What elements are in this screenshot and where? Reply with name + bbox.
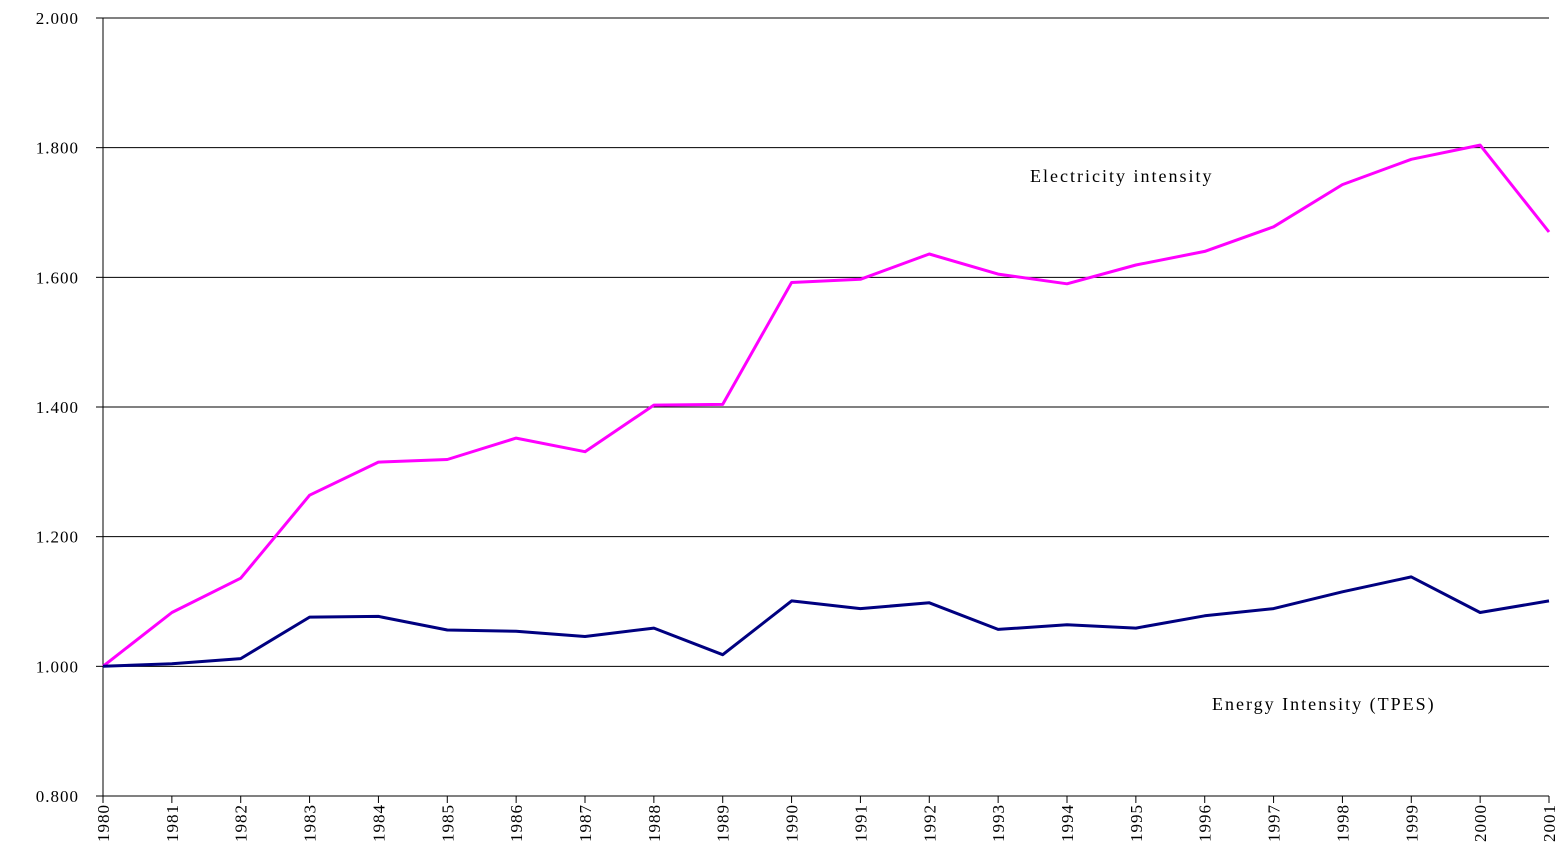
x-tick-label: 1991: [851, 804, 870, 842]
x-tick-label: 1986: [507, 804, 526, 842]
x-tick-label: 1997: [1265, 804, 1284, 842]
x-tick-label: 2001: [1540, 804, 1556, 842]
x-tick-label: 1985: [438, 804, 457, 842]
x-tick-label: 1982: [232, 804, 251, 842]
y-tick-labels: 0.800 1.000 1.200 1.400 1.600 1.800 2.000: [36, 9, 79, 806]
x-tick-label: 1994: [1058, 804, 1077, 842]
y-tick-label: 0.800: [36, 787, 79, 806]
y-tick-label: 2.000: [36, 9, 79, 28]
x-tick-label: 1980: [94, 804, 113, 842]
x-tick-label: 1998: [1333, 804, 1352, 842]
series-line-energy-intensity: [102, 575, 1550, 668]
x-tick-label: 1999: [1402, 804, 1421, 842]
x-tick-label: 1992: [920, 804, 939, 842]
x-tick-label: 2000: [1471, 804, 1490, 842]
y-tick-label: 1.600: [36, 268, 79, 287]
x-tick-label: 1987: [576, 804, 595, 842]
series-label-energy-intensity: Energy Intensity (TPES): [1212, 694, 1436, 715]
y-tick-label: 1.000: [36, 657, 79, 676]
x-tick-label: 1981: [163, 804, 182, 842]
y-tick-label: 1.200: [36, 528, 79, 547]
x-tick-label: 1995: [1127, 804, 1146, 842]
x-tick-label: 1990: [783, 804, 802, 842]
x-tick-labels: 1980 1981 1982 1983 1984 1985 1986 1987 1988 1989…: [94, 804, 1556, 842]
x-tick-label: 1993: [989, 804, 1008, 842]
gridlines: [103, 17, 1549, 667]
x-tick-label: 1996: [1196, 804, 1215, 842]
x-tick-label: 1984: [369, 804, 388, 842]
series-label-electricity-intensity: Electricity intensity: [1030, 166, 1213, 186]
axes: [96, 17, 1550, 803]
x-tick-label: 1989: [714, 804, 733, 842]
y-tick-label: 1.800: [36, 139, 79, 158]
y-tick-label: 1.400: [36, 398, 79, 417]
x-tick-label: 1983: [301, 804, 320, 842]
series-lines: [102, 143, 1551, 668]
x-tick-label: 1988: [645, 804, 664, 842]
series-line-electricity-intensity: [102, 143, 1551, 668]
